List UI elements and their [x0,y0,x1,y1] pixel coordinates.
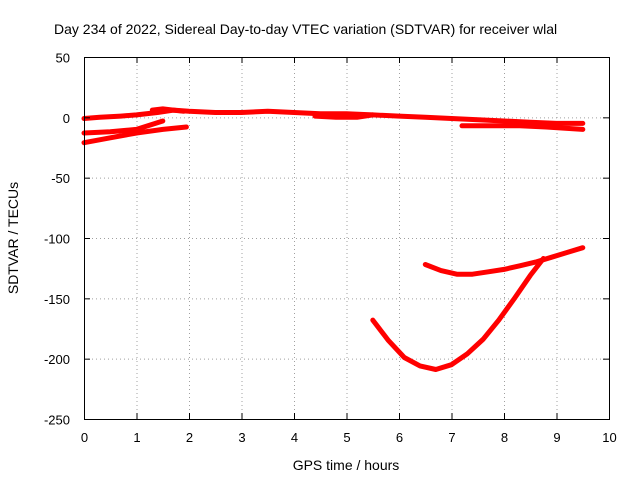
x-tick-label: 2 [186,430,193,445]
series-arc-8 [422,245,586,277]
y-tick-label: 0 [63,111,70,126]
series-arc-6 [149,106,187,114]
series-arc-7 [370,256,546,372]
y-tick-label: -100 [44,232,70,247]
series-layer [81,106,586,372]
series-arc-2 [81,118,166,136]
series-arc-3 [81,124,189,146]
x-tick-label: 1 [133,430,140,445]
y-axis-label: SDTVAR / TECUs [5,182,21,294]
x-tick-label: 4 [291,430,298,445]
x-tick-label: 9 [553,430,560,445]
x-axis-label: GPS time / hours [293,457,400,473]
series-arc-5 [459,123,586,132]
y-tick-label: 50 [56,51,70,66]
tick-layer: 0 1 2 3 4 5 6 7 8 9 10 -250 -200 -150 -100 -50 0 50 [44,51,617,446]
x-tick-label: 0 [81,430,88,445]
x-tick-label: 3 [238,430,245,445]
y-tick-label: -250 [44,413,70,428]
x-tick-label: 6 [396,430,403,445]
series-arc-1 [81,107,586,126]
chart-title: Day 234 of 2022, Sidereal Day-to-day VTE… [54,21,557,37]
x-tick-label: 7 [448,430,455,445]
x-tick-label: 8 [501,430,508,445]
y-tick-label: -50 [51,171,70,186]
x-tick-label: 5 [343,430,350,445]
y-tick-label: -200 [44,352,70,367]
y-tick-label: -150 [44,292,70,307]
x-tick-label: 10 [602,430,616,445]
series-arc-4 [312,112,376,120]
